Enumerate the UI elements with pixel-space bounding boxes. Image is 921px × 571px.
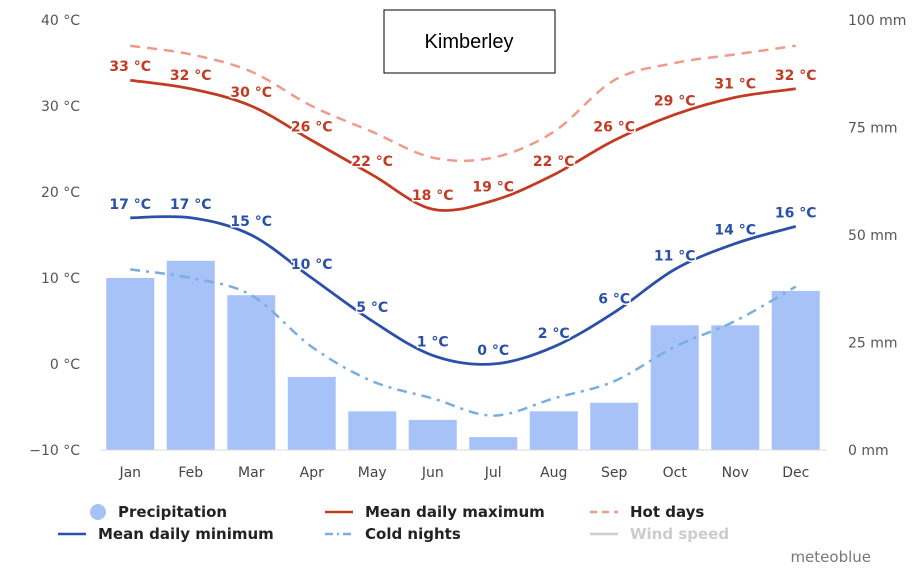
legend-item-label: Wind speed bbox=[630, 525, 729, 543]
precipitation-bar bbox=[348, 411, 397, 450]
min-temp-data-label: 0 °C bbox=[477, 343, 509, 359]
y-right-tick-label: 0 mm bbox=[848, 443, 889, 459]
min-temp-data-label: 5 °C bbox=[356, 300, 388, 316]
credit-label: meteoblue bbox=[790, 548, 871, 566]
legend-item-label: Precipitation bbox=[118, 503, 227, 521]
y-right-tick-label: 25 mm bbox=[848, 336, 898, 352]
max-temp-data-label: 32 °C bbox=[775, 68, 817, 84]
max-temp-data-label: 22 °C bbox=[533, 154, 575, 170]
precipitation-bar bbox=[590, 402, 639, 450]
max-temp-data-label: 32 °C bbox=[170, 68, 212, 84]
max-temp-data-label: 31 °C bbox=[714, 76, 756, 92]
x-tick-label: Dec bbox=[782, 465, 809, 481]
y-left-tick-label: 30 °C bbox=[41, 99, 80, 115]
precipitation-bar bbox=[771, 290, 820, 450]
max-temp-data-label: 29 °C bbox=[654, 94, 696, 110]
x-tick-label: Oct bbox=[663, 465, 688, 481]
min-temp-data-label: 1 °C bbox=[417, 334, 449, 350]
mean-daily-maximum-line bbox=[130, 78, 796, 212]
min-temp-data-label: 16 °C bbox=[775, 205, 817, 221]
min-temp-data-label: 15 °C bbox=[230, 214, 272, 230]
y-left-tick-label: 20 °C bbox=[41, 185, 80, 201]
chart-title: Kimberley bbox=[425, 31, 514, 53]
min-temp-data-label: 14 °C bbox=[714, 223, 756, 239]
cold-nights-line bbox=[130, 268, 797, 417]
y-left-tick-label: −10 °C bbox=[29, 443, 80, 459]
min-temp-data-label: 6 °C bbox=[598, 291, 630, 307]
y-left-tick-label: 0 °C bbox=[50, 357, 80, 373]
precipitation-bar bbox=[529, 411, 578, 450]
min-temp-data-label: 10 °C bbox=[291, 257, 333, 273]
min-temp-data-label: 17 °C bbox=[109, 197, 151, 213]
max-temp-data-label: 26 °C bbox=[291, 119, 333, 135]
x-tick-label: Aug bbox=[540, 465, 567, 481]
legend-symbol-circle bbox=[90, 504, 106, 520]
precipitation-bar bbox=[469, 437, 518, 450]
y-left-tick-label: 10 °C bbox=[41, 271, 80, 287]
legend-item-label: Mean daily maximum bbox=[365, 503, 545, 521]
min-temp-data-label: 11 °C bbox=[654, 248, 696, 264]
max-temp-data-label: 26 °C bbox=[593, 119, 635, 135]
x-tick-label: Nov bbox=[722, 465, 749, 481]
precipitation-bar bbox=[106, 278, 155, 450]
x-tick-label: Jan bbox=[118, 465, 141, 481]
max-temp-data-label: 18 °C bbox=[412, 188, 454, 204]
max-temp-data-label: 30 °C bbox=[230, 85, 272, 101]
x-tick-label: May bbox=[358, 465, 387, 481]
legend-item-label: Cold nights bbox=[365, 525, 461, 543]
legend-item-label: Mean daily minimum bbox=[98, 525, 274, 543]
precipitation-bar bbox=[650, 325, 699, 450]
x-tick-label: Apr bbox=[300, 465, 324, 481]
min-temp-data-label: 17 °C bbox=[170, 197, 212, 213]
precipitation-bar bbox=[227, 295, 276, 450]
x-tick-label: Feb bbox=[178, 465, 203, 481]
precipitation-bar bbox=[166, 260, 215, 450]
max-temp-data-label: 19 °C bbox=[472, 180, 514, 196]
precipitation-bar bbox=[711, 325, 760, 450]
x-tick-label: Sep bbox=[601, 465, 628, 481]
min-temp-data-label: 2 °C bbox=[538, 326, 570, 342]
y-right-tick-label: 50 mm bbox=[848, 228, 898, 244]
precipitation-bar bbox=[287, 376, 336, 450]
mean-daily-minimum-line bbox=[130, 215, 797, 366]
max-temp-data-label: 22 °C bbox=[351, 154, 393, 170]
x-tick-label: Mar bbox=[238, 465, 265, 481]
title-box bbox=[383, 9, 556, 74]
x-tick-label: Jul bbox=[484, 465, 502, 481]
hot-days-line bbox=[130, 44, 796, 163]
y-right-tick-label: 75 mm bbox=[848, 121, 898, 137]
precipitation-bar bbox=[408, 419, 457, 450]
max-temp-data-label: 33 °C bbox=[109, 59, 151, 75]
legend-item-label: Hot days bbox=[630, 503, 704, 521]
x-tick-label: Jun bbox=[421, 465, 444, 481]
y-right-tick-label: 100 mm bbox=[848, 13, 906, 29]
y-left-tick-label: 40 °C bbox=[41, 13, 80, 29]
